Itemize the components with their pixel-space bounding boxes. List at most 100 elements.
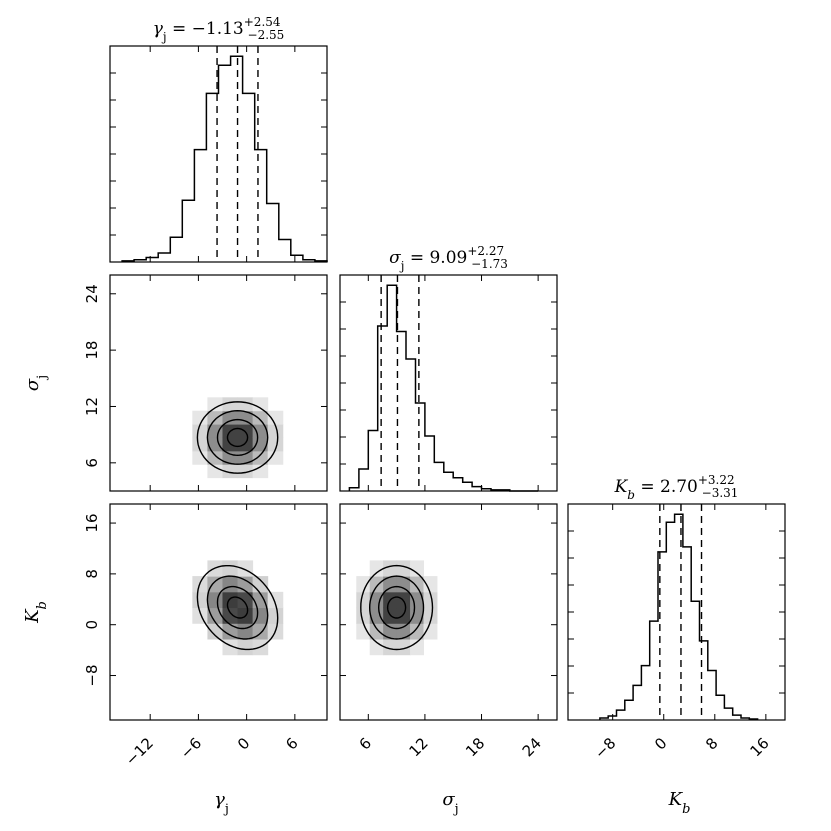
density-cell [207, 591, 223, 609]
density-cell [369, 560, 384, 577]
density-cell [410, 576, 424, 593]
density-cell [410, 623, 424, 640]
hist-panel-kb: Kb = 2.70+3.22 −3.31 [567, 473, 786, 721]
panel-gamma-kb [109, 503, 328, 721]
density-cell [237, 560, 254, 577]
axis-label-symbol: γ [214, 789, 225, 810]
contour-3 [206, 575, 269, 640]
density-cell [369, 607, 384, 624]
x-tick-label: 16 [746, 734, 772, 760]
x-tick-label: 6 [282, 734, 301, 753]
y-tick-label: 12 [83, 397, 101, 416]
density-cell [410, 591, 424, 609]
axis-label-symbol: σ [22, 378, 43, 391]
density-cell [267, 607, 284, 624]
x-tick-label: 0 [651, 734, 670, 753]
density-cell [356, 607, 371, 624]
y-tick-label: 16 [83, 514, 101, 533]
density-cell [396, 607, 411, 624]
hist-line [599, 513, 759, 720]
density-cell [192, 591, 208, 609]
title-err-down: −1.73 [471, 257, 508, 271]
density-cell [423, 623, 438, 640]
title-value: = 2.70 [635, 477, 698, 497]
contour-1 [226, 427, 249, 448]
panel-frame [339, 503, 558, 721]
density-cell [410, 639, 424, 656]
density-cell [267, 410, 284, 425]
density-cell [222, 560, 239, 577]
y-axis-label-sigma: σj [22, 375, 50, 391]
density-cell [222, 410, 239, 425]
title-err-up: +2.27 [467, 244, 504, 258]
title-value: = 9.09 [404, 248, 467, 268]
panel-sigma-kb [339, 503, 558, 721]
title-err-up: +3.22 [698, 473, 735, 487]
panel-frame [567, 503, 786, 721]
title-kb: Kb = 2.70+3.22 −3.31 [614, 473, 739, 502]
density-cell [252, 576, 269, 593]
title-sigma: σj = 9.09+2.27 −1.73 [389, 244, 508, 273]
density-cell [207, 397, 223, 412]
contour-2 [216, 418, 259, 457]
density-cell [237, 464, 254, 479]
density-cell [356, 591, 371, 609]
contour-3 [206, 409, 269, 465]
density-cell [423, 591, 438, 609]
density-cell [237, 437, 254, 452]
hist-panel-gamma: γj = −1.13+2.54 −2.55 [109, 15, 328, 263]
density-cell [222, 450, 239, 465]
density-cell [369, 576, 384, 593]
x-tick-label: −8 [591, 734, 619, 762]
density-cell [252, 424, 269, 438]
density-cell [383, 639, 398, 656]
panel-frame [339, 274, 558, 492]
contour-3 [368, 575, 425, 640]
y-tick-label: 24 [83, 284, 101, 303]
density-cell [237, 410, 254, 425]
density-cell [192, 424, 208, 438]
x-tick-label: 6 [356, 734, 375, 753]
density-cell [423, 576, 438, 593]
density-cell [222, 591, 239, 609]
density-cell [267, 450, 284, 465]
x-tick-label: −12 [122, 734, 157, 769]
title-gamma: γj = −1.13+2.54 −2.55 [153, 15, 285, 44]
x-tick-label: −6 [177, 734, 205, 762]
axis-label-symbol: K [668, 789, 684, 810]
density-cell [369, 591, 384, 609]
y-tick-label: −8 [83, 664, 101, 686]
density-cell [396, 623, 411, 640]
title-value: = −1.13 [167, 19, 244, 39]
density-cell [369, 623, 384, 640]
contour-2 [216, 585, 259, 630]
density-cell [222, 607, 239, 624]
density-cell [192, 410, 208, 425]
title-subscript: j [399, 259, 405, 273]
density-cell [207, 410, 223, 425]
contour-4 [360, 564, 434, 651]
title-err-down: −2.55 [248, 28, 285, 42]
title-symbol: γ [153, 19, 164, 39]
contour-1 [386, 596, 407, 619]
density-cell [207, 424, 223, 438]
x-tick-label: 8 [702, 734, 721, 753]
x-axis-label-sigma: σj [442, 789, 458, 817]
x-tick-label: 18 [462, 734, 488, 760]
density-cell [396, 560, 411, 577]
contour-4 [196, 401, 279, 474]
density-cell [383, 576, 398, 593]
hist-panel-sigma: σj = 9.09+2.27 −1.73 [339, 244, 558, 492]
density-cell [410, 560, 424, 577]
axis-label-subscript: b [682, 802, 690, 817]
density-cell [252, 397, 269, 412]
title-subscript: b [627, 488, 635, 502]
axis-label-symbol: σ [442, 789, 455, 810]
title-subscript: j [161, 30, 167, 44]
x-tick-label: 24 [519, 734, 545, 760]
x-tick-label: 0 [234, 734, 253, 753]
contour-4 [196, 565, 279, 651]
density-cell [252, 437, 269, 452]
density-cell [222, 464, 239, 479]
